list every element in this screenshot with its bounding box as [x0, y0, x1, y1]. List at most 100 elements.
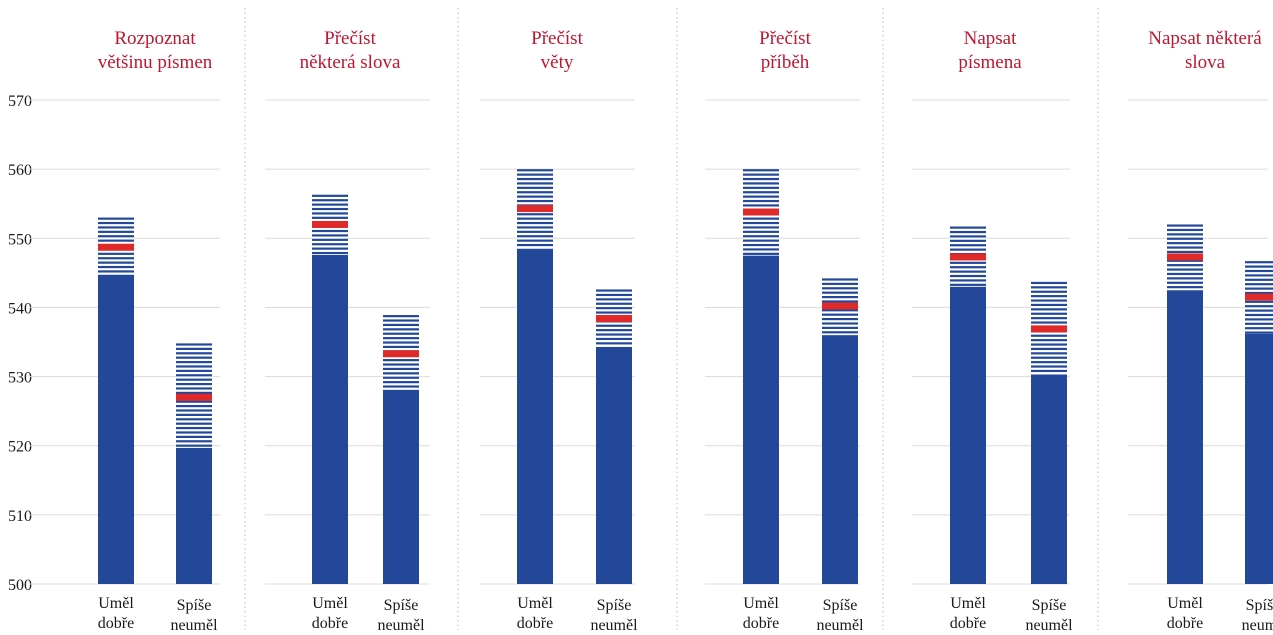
panel-title-line: písmena — [958, 52, 1022, 73]
ci-stripe — [176, 361, 212, 363]
ci-stripe — [743, 226, 779, 228]
ci-stripe — [822, 327, 858, 329]
ci-stripe — [822, 314, 858, 316]
ci-stripe — [312, 208, 348, 210]
mean-marker — [743, 209, 779, 216]
ci-stripe — [596, 342, 632, 344]
ci-stripe — [312, 239, 348, 241]
ci-stripe — [743, 244, 779, 246]
ci-stripe — [743, 169, 779, 171]
ci-stripe — [1031, 286, 1067, 288]
mean-marker — [596, 315, 632, 322]
ci-stripe — [312, 234, 348, 236]
ci-stripe — [517, 196, 553, 198]
ci-stripe — [176, 348, 212, 350]
ci-stripe — [517, 169, 553, 171]
ci-stripe — [517, 174, 553, 176]
ci-stripe — [1245, 274, 1273, 276]
ci-stripe — [176, 414, 212, 416]
ci-stripe — [1245, 266, 1273, 268]
bar-solid — [822, 335, 858, 584]
mean-marker — [517, 205, 553, 212]
ci-stripe — [176, 374, 212, 376]
ci-stripe — [98, 226, 134, 228]
ci-stripe — [596, 325, 632, 327]
ci-stripe — [98, 222, 134, 224]
ci-stripe — [383, 385, 419, 387]
ci-stripe — [1167, 246, 1203, 248]
ci-stripe — [1031, 291, 1067, 293]
y-tick-label: 550 — [8, 231, 32, 248]
ci-stripe — [312, 252, 348, 254]
ci-stripe — [822, 318, 858, 320]
ci-stripe — [1245, 301, 1273, 303]
ci-stripe — [822, 331, 858, 333]
ci-stripe — [98, 275, 134, 277]
ci-stripe — [176, 392, 212, 394]
ci-stripe — [517, 191, 553, 193]
ci-stripe — [312, 195, 348, 197]
y-tick-label: 570 — [8, 93, 32, 110]
ci-stripe — [743, 191, 779, 193]
panel-title-line: Přečíst — [531, 28, 583, 49]
ci-stripe — [517, 222, 553, 224]
ci-stripe — [383, 377, 419, 379]
ci-stripe — [950, 279, 986, 281]
ci-stripe — [1031, 304, 1067, 306]
category-label-line: Spíše — [597, 597, 632, 614]
category-label-line: neuměl — [377, 617, 425, 634]
ci-stripe — [1167, 242, 1203, 244]
ci-stripe — [312, 230, 348, 232]
ci-stripe — [176, 352, 212, 354]
bar-solid — [743, 256, 779, 584]
ci-stripe — [1031, 352, 1067, 354]
ci-stripe — [822, 278, 858, 280]
ci-stripe — [1031, 357, 1067, 359]
ci-stripe — [1167, 233, 1203, 235]
category-label-line: dobře — [98, 615, 134, 632]
ci-stripe — [950, 262, 986, 264]
y-tick-label: 520 — [8, 439, 32, 456]
ci-stripe — [1031, 361, 1067, 363]
ci-stripe — [1031, 343, 1067, 345]
panel-title-line: Napsat některá — [1148, 28, 1262, 49]
ci-stripe — [950, 249, 986, 251]
ci-stripe — [1245, 283, 1273, 285]
ci-stripe — [743, 218, 779, 220]
ci-stripe — [176, 357, 212, 359]
ci-stripe — [98, 270, 134, 272]
ci-stripe — [743, 240, 779, 242]
ci-stripe — [950, 231, 986, 233]
panel-title-line: většinu písmen — [98, 52, 213, 73]
ci-stripe — [743, 182, 779, 184]
category-label-line: Uměl — [950, 595, 986, 612]
panel-title-line: Napsat — [964, 28, 1017, 49]
ci-stripe — [176, 383, 212, 385]
ci-stripe — [1167, 238, 1203, 240]
category-label-line: dobře — [1167, 615, 1203, 632]
ci-stripe — [1245, 327, 1273, 329]
category-label-line: neumě — [1242, 617, 1273, 634]
ci-stripe — [383, 319, 419, 321]
category-label-line: neuměl — [1025, 617, 1073, 634]
ci-stripe — [596, 338, 632, 340]
bar-solid — [98, 276, 134, 584]
ci-stripe — [743, 204, 779, 206]
ci-stripe — [517, 226, 553, 228]
panel-title-line: slova — [1185, 52, 1226, 73]
mean-marker — [176, 394, 212, 401]
ci-stripe — [383, 359, 419, 361]
ci-stripe — [822, 283, 858, 285]
ci-stripe — [743, 231, 779, 233]
bar-solid — [312, 255, 348, 584]
ci-stripe — [176, 405, 212, 407]
ci-stripe — [98, 257, 134, 259]
ci-stripe — [383, 363, 419, 365]
ci-stripe — [1031, 308, 1067, 310]
ci-stripe — [950, 284, 986, 286]
ci-stripe — [743, 248, 779, 250]
category-label-line: dobře — [312, 615, 348, 632]
y-tick-label: 530 — [8, 370, 32, 387]
ci-stripe — [1031, 365, 1067, 367]
bar-solid — [1031, 374, 1067, 584]
